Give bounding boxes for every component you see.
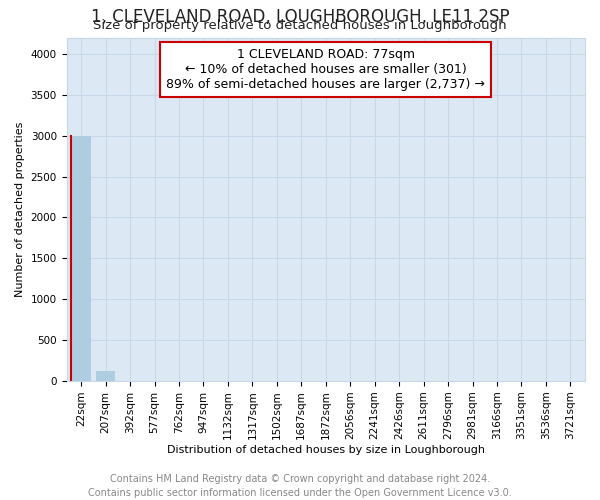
Text: Size of property relative to detached houses in Loughborough: Size of property relative to detached ho… <box>93 18 507 32</box>
Text: 1, CLEVELAND ROAD, LOUGHBOROUGH, LE11 2SP: 1, CLEVELAND ROAD, LOUGHBOROUGH, LE11 2S… <box>91 8 509 26</box>
Y-axis label: Number of detached properties: Number of detached properties <box>15 122 25 297</box>
X-axis label: Distribution of detached houses by size in Loughborough: Distribution of detached houses by size … <box>167 445 485 455</box>
Text: 1 CLEVELAND ROAD: 77sqm
← 10% of detached houses are smaller (301)
89% of semi-d: 1 CLEVELAND ROAD: 77sqm ← 10% of detache… <box>166 48 485 91</box>
Text: Contains HM Land Registry data © Crown copyright and database right 2024.
Contai: Contains HM Land Registry data © Crown c… <box>88 474 512 498</box>
Bar <box>96 370 115 381</box>
Bar <box>71 136 91 381</box>
